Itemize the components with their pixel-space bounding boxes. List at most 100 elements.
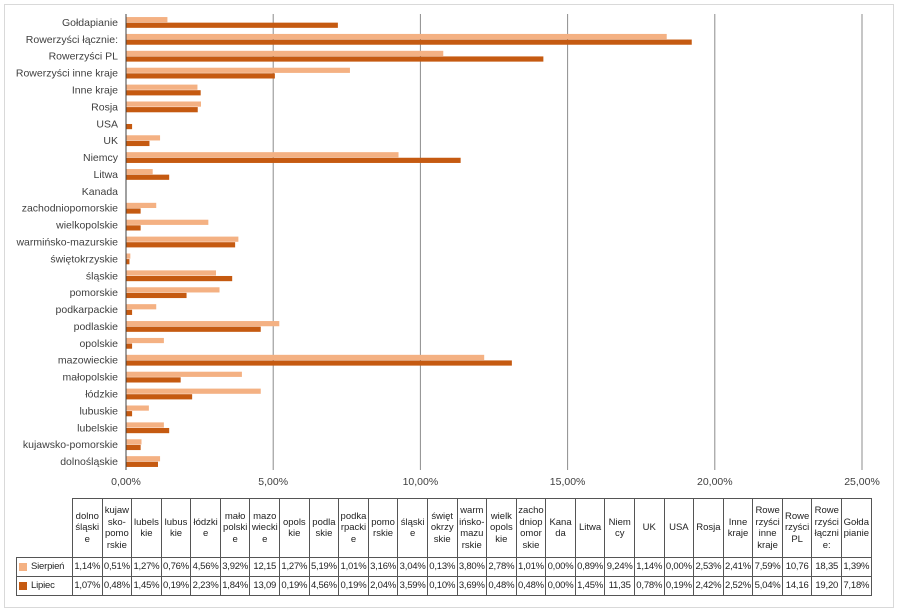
table-cell: 0,19% xyxy=(160,576,192,596)
table-cell: 0,48% xyxy=(515,576,547,596)
table-cell: 0,19% xyxy=(338,576,369,596)
table-cell: 2,23% xyxy=(190,576,221,596)
bar-lipiec xyxy=(126,157,461,163)
gridlines xyxy=(125,14,863,470)
table-column-header: Rosja xyxy=(693,498,724,558)
bar-sierpien xyxy=(126,456,161,462)
table-column-header: mało polski e xyxy=(219,498,251,558)
bar-sierpien xyxy=(126,152,399,158)
table-cell: 0,00% xyxy=(663,557,695,577)
x-axis-tick-labels: 0,00% 5,00% 10,00% 15,00% 20,00% 25,00% xyxy=(111,476,880,488)
category-label: podkarpackie xyxy=(56,304,119,316)
table-cell: 1,27% xyxy=(131,557,162,577)
bar-lipiec xyxy=(126,174,170,180)
bar-lipiec xyxy=(126,427,170,434)
table-cell: 0,89% xyxy=(574,557,606,577)
bar-lipiec xyxy=(126,140,150,147)
table-cell: 2,53% xyxy=(693,557,724,577)
bar-lipiec xyxy=(126,394,193,400)
table-cell: 1,45% xyxy=(574,576,606,596)
category-label: opolskie xyxy=(79,338,118,350)
category-label: pomorskie xyxy=(70,287,119,299)
bar-lipiec xyxy=(126,377,181,383)
bar-sierpien xyxy=(126,169,153,175)
table-cell: 13,09 xyxy=(249,576,281,596)
legend-label: Lipiec xyxy=(31,580,55,592)
x-tick-label: 5,00% xyxy=(258,476,288,488)
table-cell: 0,19% xyxy=(663,576,695,596)
bar-lipiec xyxy=(126,56,544,62)
category-label: kujawsko-pomorskie xyxy=(23,439,118,451)
category-label: lubuskie xyxy=(79,405,118,417)
x-tick-label: 20,00% xyxy=(697,476,733,488)
table-cell: 14,16 xyxy=(781,576,813,596)
x-tick-label: 15,00% xyxy=(550,476,586,488)
category-label: Gołdapianie xyxy=(62,17,118,29)
legend-swatch xyxy=(19,562,27,571)
bar-sierpien xyxy=(126,337,164,344)
x-tick-label: 10,00% xyxy=(403,476,439,488)
table-cell: 4,56% xyxy=(308,576,340,596)
table-column-header: Litwa xyxy=(574,498,606,558)
table-cell: 1,39% xyxy=(841,557,872,577)
table-column-header: opols kie xyxy=(279,498,310,558)
category-label: wielkopolskie xyxy=(55,220,118,232)
table-cell: 0,51% xyxy=(101,557,133,577)
legend-label: Sierpień xyxy=(31,561,65,573)
category-label: dolnośląskie xyxy=(60,456,118,468)
table-cell: 5,04% xyxy=(752,576,783,596)
bar-lipiec xyxy=(126,411,133,417)
table-column-header: zacho dniop omor skie xyxy=(515,498,547,558)
table-row: Lipiec 1,07% 0,48% 1,45% 0,19% 2,23% 1,84% 13,0… xyxy=(16,576,872,596)
table-column-header: USA xyxy=(663,498,695,558)
table-column-header: Rowe rzyści łączni e: xyxy=(811,498,843,558)
table-column-header: kujaw sko- pomo rskie xyxy=(101,498,133,558)
bar-sierpien xyxy=(126,371,242,377)
bar-lipiec xyxy=(126,326,261,332)
table-column-header: Rowe rzyści inne kraje xyxy=(752,498,783,558)
bar-sierpien xyxy=(126,135,161,141)
table-column-header: dolno śląski e xyxy=(72,498,103,558)
table-cell: 0,13% xyxy=(426,557,458,577)
bar-lipiec xyxy=(126,225,141,231)
bar-sierpien xyxy=(126,405,149,411)
category-label: warmińsko-mazurskie xyxy=(15,237,118,249)
bar-lipiec xyxy=(126,123,133,130)
table-cell: 1,01% xyxy=(515,557,547,577)
table-cell: 7,18% xyxy=(841,576,872,596)
table-cell: 0,00% xyxy=(545,557,576,577)
table-cell: 4,56% xyxy=(190,557,221,577)
table-cell: 3,92% xyxy=(219,557,251,577)
bar-sierpien xyxy=(126,202,157,209)
category-label: małopolskie xyxy=(63,372,119,384)
category-label: Litwa xyxy=(93,169,118,181)
bar-lipiec xyxy=(126,107,198,113)
table-column-header: mazo wiecki e xyxy=(249,498,281,558)
category-label: Rowerzyści inne kraje xyxy=(16,68,118,80)
bar-chart: dolnośląskie kujawsko-pomorskie lubelskie l… xyxy=(15,14,880,488)
bar-sierpien xyxy=(126,439,142,445)
bar-sierpien xyxy=(126,67,350,73)
table-cell: 9,24% xyxy=(604,557,635,577)
table-column-header: podka rpacki e xyxy=(338,498,369,558)
table-cell: 12,15 xyxy=(249,557,281,577)
category-label: UK xyxy=(103,135,118,147)
table-cell: 0,19% xyxy=(279,576,310,596)
table-cell: 2,04% xyxy=(367,576,399,596)
table-column-header: lubels kie xyxy=(131,498,162,558)
x-tick-label: 0,00% xyxy=(111,476,141,488)
category-label: Rowerzyści PL xyxy=(49,51,119,63)
category-labels: dolnośląskie kujawsko-pomorskie lubelskie l… xyxy=(15,17,118,468)
table-column-header: Niem cy xyxy=(604,498,635,558)
bar-lipiec xyxy=(126,360,512,366)
bar-sierpien xyxy=(126,219,209,225)
table-cell: 2,42% xyxy=(693,576,724,596)
table-cell: 1,84% xyxy=(219,576,251,596)
table-cell: 3,16% xyxy=(367,557,399,577)
bars xyxy=(126,17,692,467)
table-cell: 11,35 xyxy=(604,576,635,596)
table-cell: 2,52% xyxy=(722,576,754,596)
table-cell: 3,80% xyxy=(456,557,488,577)
bar-lipiec xyxy=(126,309,133,315)
table-cell: 0,78% xyxy=(633,576,665,596)
